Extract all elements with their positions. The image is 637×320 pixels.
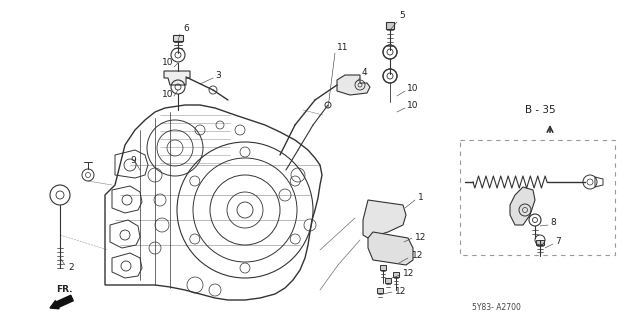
Polygon shape [380, 265, 386, 270]
Polygon shape [536, 240, 544, 245]
Text: 4: 4 [362, 68, 368, 76]
Text: 8: 8 [550, 218, 555, 227]
Polygon shape [386, 22, 394, 29]
Text: 10: 10 [407, 84, 419, 92]
Text: 2: 2 [68, 263, 74, 273]
Text: 7: 7 [555, 236, 561, 245]
Polygon shape [363, 200, 406, 238]
Text: 12: 12 [403, 268, 415, 277]
Text: 11: 11 [337, 43, 348, 52]
Polygon shape [173, 35, 183, 41]
Text: 12: 12 [412, 251, 424, 260]
Text: FR.: FR. [56, 285, 73, 294]
Text: 1: 1 [418, 193, 424, 202]
Polygon shape [385, 278, 391, 283]
Text: 10: 10 [162, 58, 173, 67]
Text: 10: 10 [162, 90, 173, 99]
Text: 5Y83- A2700: 5Y83- A2700 [472, 303, 521, 313]
Text: 12: 12 [415, 233, 426, 242]
Polygon shape [393, 272, 399, 277]
Text: 3: 3 [215, 70, 221, 79]
Polygon shape [164, 71, 190, 85]
Polygon shape [510, 187, 535, 225]
Text: 6: 6 [183, 23, 189, 33]
Text: B - 35: B - 35 [525, 105, 555, 115]
Text: 12: 12 [395, 286, 406, 295]
Polygon shape [368, 232, 413, 265]
Text: 9: 9 [130, 156, 136, 164]
Bar [460, 140, 615, 255]
Polygon shape [337, 75, 370, 95]
Text: 5: 5 [399, 11, 404, 20]
FancyArrow shape [50, 295, 73, 309]
Polygon shape [377, 288, 383, 293]
Text: 10: 10 [407, 100, 419, 109]
